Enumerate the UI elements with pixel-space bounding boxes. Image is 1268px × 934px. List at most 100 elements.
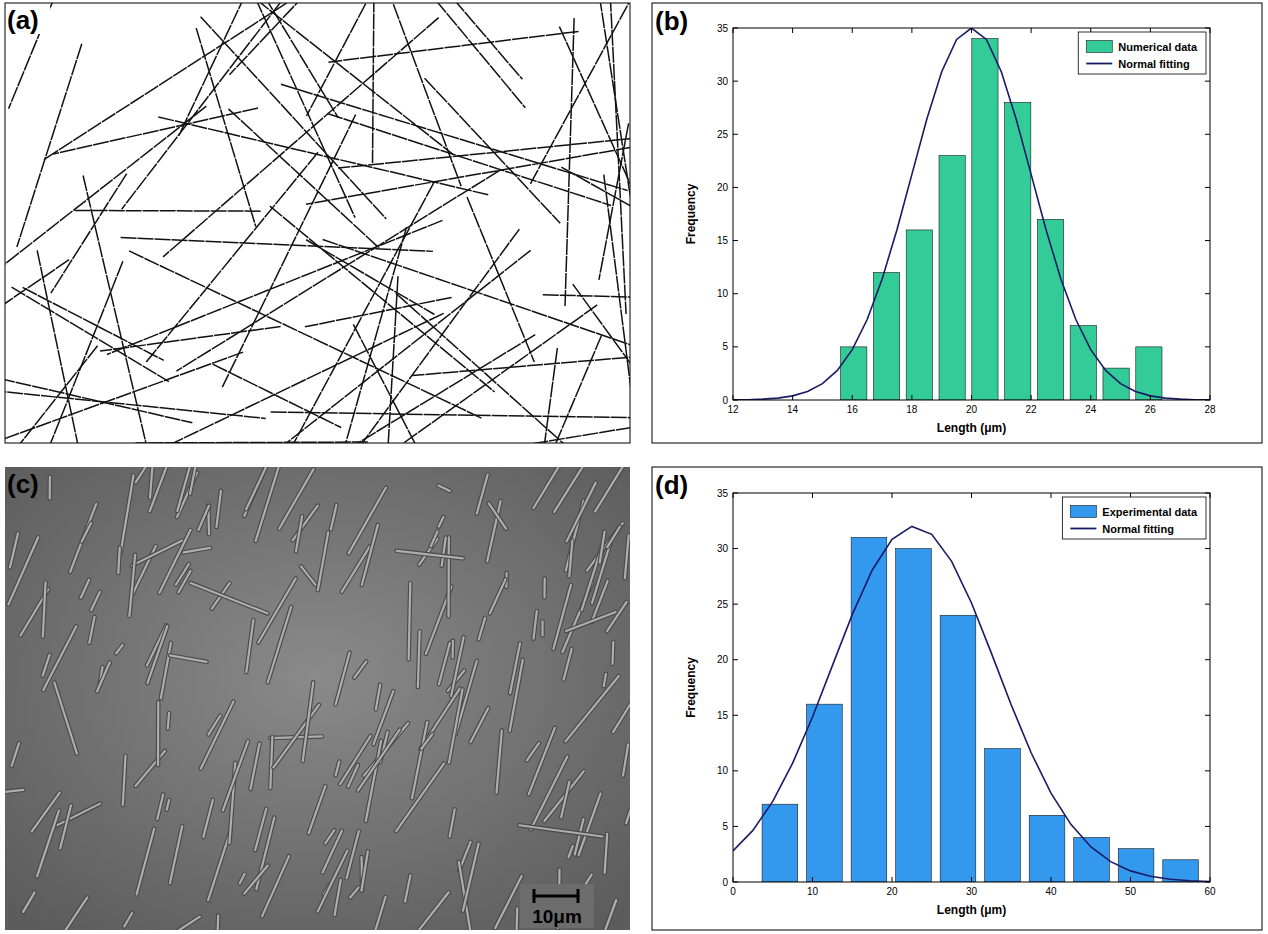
rod [273, 705, 319, 768]
x-tick [971, 877, 972, 882]
rod-edge [366, 741, 381, 821]
rod-edge [405, 875, 410, 901]
panel-c: 10μm(c) [0, 439, 631, 934]
rod-edge [519, 825, 602, 836]
x-tick [1210, 395, 1211, 400]
x-tick-top [733, 28, 734, 33]
wire [23, 287, 164, 360]
rod [463, 844, 479, 911]
micrograph [5, 467, 630, 930]
wire [5, 106, 206, 316]
y-tick-label: 20 [717, 654, 729, 665]
x-tick-top [1031, 28, 1032, 33]
rod [10, 533, 18, 567]
x-tick-label: 10 [807, 886, 819, 897]
x-tick-top [852, 28, 853, 33]
rod [244, 866, 268, 894]
rod-edge [604, 674, 606, 686]
panel-histogram: 12141618202224262805101520253035Length (… [652, 3, 1262, 443]
rod-edge [564, 649, 572, 680]
histogram-bar [841, 347, 867, 400]
rod-edge [605, 834, 608, 873]
rod [157, 794, 163, 819]
wire [306, 141, 630, 204]
x-axis-title: Length (μm) [937, 903, 1006, 917]
rod [150, 467, 173, 511]
wire [425, 78, 561, 223]
fit-curve [733, 28, 1210, 400]
rod [447, 537, 449, 616]
wire [5, 352, 243, 443]
x-tick-label: 16 [847, 404, 859, 415]
y-tick-right [1205, 134, 1210, 135]
x-tick-top [733, 493, 734, 498]
plot-frame [733, 493, 1210, 882]
x-tick-top [892, 493, 893, 498]
rod-edge [335, 880, 341, 915]
rod [626, 810, 630, 823]
rod-edge [273, 705, 319, 768]
y-tick-right [1205, 187, 1210, 188]
y-tick-label: 20 [717, 182, 729, 193]
x-tick [971, 395, 972, 400]
rod [376, 685, 380, 710]
rod [335, 880, 341, 915]
rod-edge [56, 897, 87, 930]
rod [49, 477, 51, 499]
rod-edge [81, 580, 89, 598]
rod [198, 506, 208, 530]
y-tick [733, 882, 738, 883]
x-tick-top [911, 28, 912, 33]
rod [600, 532, 605, 563]
rod-edge [12, 743, 19, 766]
rod-edge [176, 564, 189, 585]
wire [522, 335, 602, 443]
wire [543, 295, 630, 300]
rod-edge [123, 756, 126, 805]
rod [515, 908, 518, 930]
wire [229, 3, 329, 75]
wire [413, 345, 630, 376]
x-tick [1031, 395, 1032, 400]
histogram-bar [1103, 368, 1129, 400]
rod-edge [168, 713, 169, 729]
rod [203, 800, 213, 837]
wire [238, 3, 338, 118]
rod [564, 649, 572, 680]
rod [150, 467, 154, 498]
figure: (a)10μm(c)121416182022242628051015202530… [0, 0, 1268, 934]
rod-edge [318, 851, 348, 912]
x-tick [733, 877, 734, 882]
rod [167, 800, 169, 810]
rod-edge [43, 582, 46, 636]
wire [192, 3, 355, 218]
rod-edge [479, 618, 485, 640]
rod-edge [170, 826, 182, 883]
rod-edge [595, 467, 630, 512]
wire [396, 293, 630, 443]
rod [178, 917, 200, 930]
y-tick-right [1205, 882, 1210, 883]
rod [397, 551, 463, 558]
histogram-bar [972, 39, 998, 400]
scale-bar: 10μm [520, 884, 594, 928]
y-tick-right [1205, 28, 1210, 29]
rod [43, 582, 46, 636]
wire [565, 18, 574, 307]
rod [159, 530, 190, 593]
rod-edge [411, 892, 449, 930]
y-tick-right [1205, 604, 1210, 605]
rod-edge [70, 504, 96, 572]
wire [213, 364, 342, 427]
rod [246, 467, 279, 509]
rod-edge [5, 790, 23, 793]
rod-edge [47, 477, 52, 499]
rod [431, 531, 438, 546]
y-tick-right [1205, 493, 1210, 494]
legend-label: Numerical data [1118, 41, 1198, 53]
rod [32, 793, 60, 832]
rod-edge [610, 642, 615, 664]
rod [347, 831, 359, 878]
histogram-bar [906, 230, 932, 400]
x-tick [911, 395, 912, 400]
